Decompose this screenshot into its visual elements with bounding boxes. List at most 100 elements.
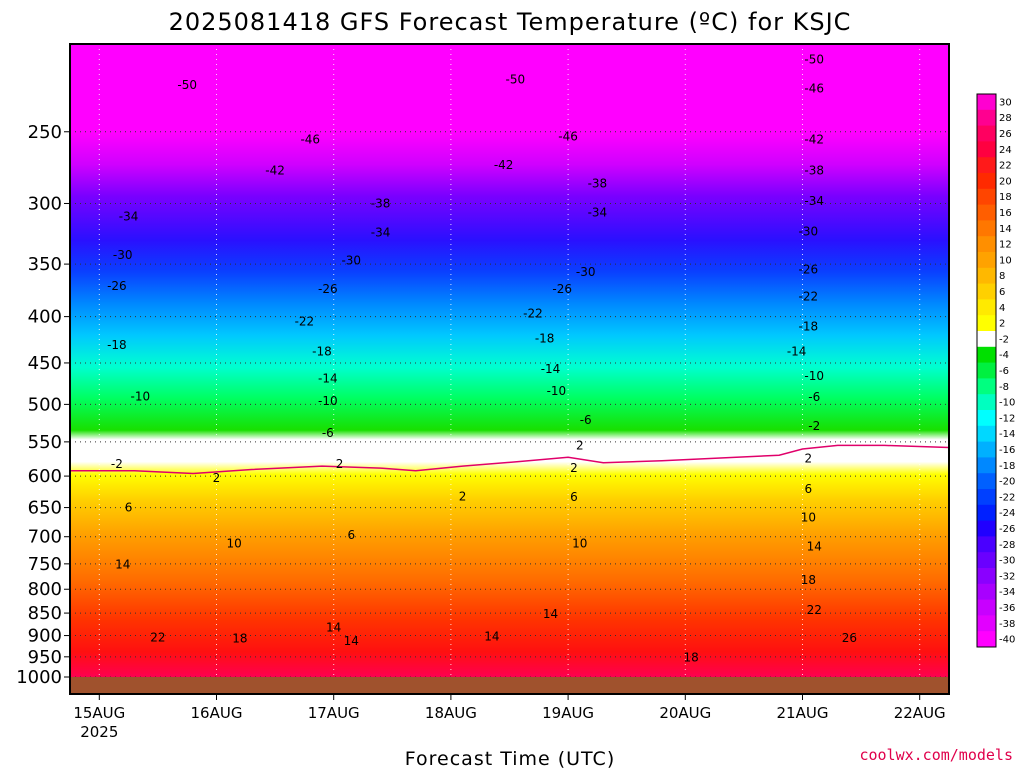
y-tick-label: 300 bbox=[28, 193, 62, 214]
contour-label: -34 bbox=[588, 206, 608, 220]
contour-label: -42 bbox=[265, 164, 285, 178]
credit-link[interactable]: coolwx.com/models bbox=[859, 746, 1013, 764]
contour-label: -22 bbox=[295, 315, 315, 329]
colorbar-swatch bbox=[977, 410, 996, 427]
colorbar-label: 18 bbox=[999, 192, 1012, 203]
colorbar-swatch bbox=[977, 141, 996, 158]
contour-label: -22 bbox=[799, 289, 819, 303]
colorbar-label: 20 bbox=[999, 176, 1012, 187]
contour-label: 22 bbox=[150, 631, 165, 645]
contour-label: -38 bbox=[371, 196, 391, 210]
contour-label: -50 bbox=[804, 52, 824, 66]
colorbar-swatch bbox=[977, 457, 996, 474]
colorbar-swatch bbox=[977, 583, 996, 601]
x-tick-label: 21AUG bbox=[777, 704, 829, 722]
colorbar-swatch bbox=[977, 536, 996, 553]
colorbar-label: 24 bbox=[999, 145, 1012, 156]
colorbar-label: 12 bbox=[999, 240, 1012, 251]
contour-label: 14 bbox=[484, 629, 499, 643]
colorbar-swatch bbox=[977, 220, 996, 237]
x-tick-year: 2025 bbox=[80, 723, 118, 741]
y-tick-label: 850 bbox=[28, 603, 62, 624]
contour-label: 18 bbox=[232, 632, 247, 646]
contour-label: -14 bbox=[318, 371, 338, 385]
colorbar-label: 28 bbox=[999, 113, 1012, 124]
contour-label: -46 bbox=[558, 129, 578, 143]
contour-label: 6 bbox=[570, 490, 578, 504]
colorbar-label: -12 bbox=[999, 413, 1015, 424]
contour-label: -6 bbox=[580, 413, 592, 427]
ground-strip bbox=[70, 677, 949, 694]
grid-lines bbox=[70, 44, 949, 677]
colorbar-swatch bbox=[977, 252, 996, 269]
contour-label: -22 bbox=[523, 307, 543, 321]
contour-label: -34 bbox=[804, 194, 824, 208]
contour-label: -46 bbox=[804, 82, 824, 96]
colorbar-swatch bbox=[977, 599, 996, 616]
contour-label: -14 bbox=[541, 362, 561, 376]
colorbar-swatch bbox=[977, 362, 996, 379]
x-tick-label: 17AUG bbox=[308, 704, 360, 722]
colorbar-label: 22 bbox=[999, 161, 1012, 172]
y-tick-label: 700 bbox=[28, 527, 62, 548]
contour-label: -18 bbox=[107, 338, 127, 352]
colorbar-swatch bbox=[977, 109, 996, 127]
contour-label: 2 bbox=[805, 452, 813, 466]
y-tick-label: 250 bbox=[28, 122, 62, 143]
contour-label: 6 bbox=[805, 482, 813, 496]
y-tick-label: 750 bbox=[28, 554, 62, 575]
contour-label: -6 bbox=[808, 390, 820, 404]
colorbar-label: 30 bbox=[999, 97, 1012, 108]
colorbar-label: 10 bbox=[999, 255, 1012, 266]
contour-label: -18 bbox=[799, 319, 819, 333]
colorbar-swatch bbox=[977, 473, 996, 490]
colorbar-swatch bbox=[977, 520, 996, 537]
contour-label: -50 bbox=[506, 73, 526, 87]
colorbar-label: -32 bbox=[999, 571, 1015, 582]
x-tick-label: 16AUG bbox=[191, 704, 243, 722]
plot-frame bbox=[69, 43, 950, 695]
contour-label: -18 bbox=[535, 332, 555, 346]
x-axis-label: Forecast Time (UTC) bbox=[405, 748, 615, 768]
contour-label: 22 bbox=[807, 603, 822, 617]
colorbar-swatch bbox=[977, 125, 996, 142]
x-tick-label: 15AUG bbox=[73, 704, 125, 722]
contour-labels: -50 -50-50-46-46 -46 -42-42 -42 -38-38-38-34-… bbox=[107, 52, 857, 664]
contour-label: -18 bbox=[312, 344, 332, 358]
contour-label: 2 bbox=[459, 490, 467, 504]
y-tick-label: 500 bbox=[28, 394, 62, 415]
colorbar-label: -34 bbox=[999, 587, 1015, 598]
colorbar-label: -24 bbox=[999, 508, 1015, 519]
contour-label: 10 bbox=[801, 511, 816, 525]
colorbar-swatch bbox=[977, 283, 996, 300]
contour-label: -26 bbox=[107, 279, 127, 293]
contour-label: -2 bbox=[111, 457, 123, 471]
y-tick-label: 650 bbox=[28, 498, 62, 519]
contour-label: 26 bbox=[842, 631, 857, 645]
colorbar-label: -16 bbox=[999, 445, 1015, 456]
colorbar-label: 16 bbox=[999, 208, 1012, 219]
colorbar-label: 4 bbox=[999, 303, 1005, 314]
contour-label: 14 bbox=[115, 557, 130, 571]
colorbar-label: -36 bbox=[999, 603, 1015, 614]
colorbar-swatch bbox=[977, 331, 996, 348]
colorbar-swatch bbox=[977, 568, 996, 585]
contour-label: -10 bbox=[131, 389, 151, 403]
x-tick-label: 20AUG bbox=[659, 704, 711, 722]
colorbar-label: -28 bbox=[999, 540, 1015, 551]
colorbar-label: -20 bbox=[999, 477, 1015, 488]
colorbar-label: 6 bbox=[999, 287, 1005, 298]
colorbar-label: -38 bbox=[999, 619, 1015, 630]
contour-label: -14 bbox=[787, 344, 807, 358]
x-axis: 15AUG 16AUG 17AUG 18AUG 19AUG 20AUG 21AUG 22AUG… bbox=[73, 694, 946, 741]
contour-label: -34 bbox=[371, 226, 391, 240]
contour-label: -10 bbox=[547, 384, 567, 398]
contour-label: -6 bbox=[322, 426, 334, 440]
contour-label: -26 bbox=[799, 263, 819, 277]
colorbar-swatch bbox=[977, 204, 996, 221]
colorbar-label: -6 bbox=[999, 366, 1009, 377]
contour-label: 2 bbox=[336, 457, 344, 471]
y-axis: 2503003504004505005506006507007508008509… bbox=[16, 122, 70, 688]
colorbar-swatch bbox=[977, 552, 996, 569]
colorbar-label: -14 bbox=[999, 429, 1015, 440]
